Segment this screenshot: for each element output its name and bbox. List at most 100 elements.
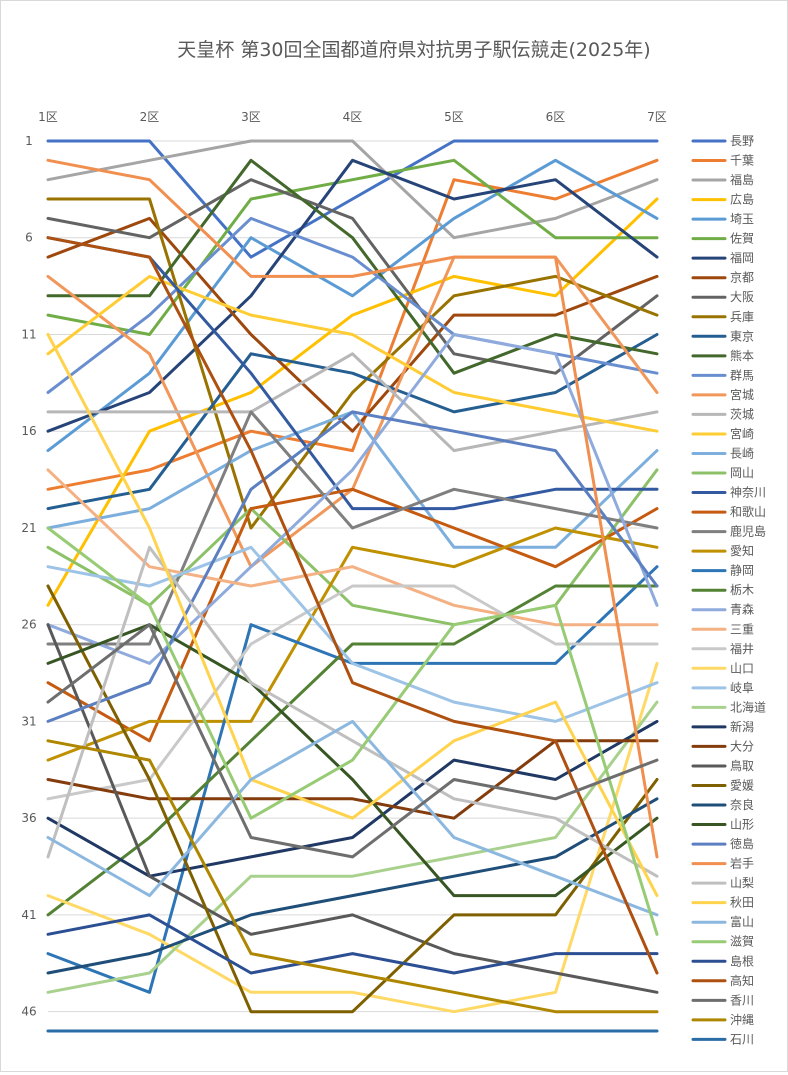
legend-item: 埼玉 (691, 212, 754, 226)
y-tick-label: 46 (21, 1005, 36, 1019)
legend-label: 秋田 (730, 896, 754, 910)
legend-label: 兵庫 (730, 310, 754, 324)
legend-label: 千葉 (730, 154, 754, 168)
legend-label: 富山 (730, 914, 754, 929)
series-line-38 (46, 158, 659, 859)
x-tick-label: 7区 (647, 110, 667, 124)
legend-label: 愛媛 (730, 778, 754, 792)
x-tick-label: 2区 (140, 110, 160, 124)
series-line-29 (46, 545, 659, 723)
legend-item: 岩手 (691, 856, 754, 871)
series-line-12 (46, 158, 659, 375)
series-line-45 (46, 623, 659, 859)
x-tick-label: 3区 (241, 110, 261, 124)
series-line-4 (46, 197, 659, 607)
legend-item: 大阪 (691, 290, 754, 304)
series-line-44 (46, 236, 659, 975)
legend-label: 滋賀 (730, 935, 754, 949)
series-line-5 (46, 158, 659, 453)
series-line-37 (46, 410, 659, 723)
legend-label: 岐阜 (730, 681, 754, 695)
legend-item: 京都 (691, 271, 754, 285)
series-line-28 (46, 661, 659, 1014)
legend-label: 長崎 (730, 446, 754, 460)
legend-item: 高知 (691, 973, 754, 988)
legend-label: 茨城 (730, 407, 754, 421)
legend-item: 鳥取 (691, 758, 754, 773)
legend-item: 滋賀 (691, 935, 754, 949)
legend-item: 長野 (691, 134, 754, 148)
legend-label: 鳥取 (730, 758, 754, 773)
legend-item: 徳島 (691, 836, 754, 851)
series-line-7 (46, 158, 659, 433)
legend-label: 和歌山 (730, 504, 766, 519)
legend-label: 奈良 (730, 797, 754, 812)
legend-label: 佐賀 (730, 232, 754, 246)
legend-item: 和歌山 (691, 504, 766, 519)
legend: 長野千葉福島広島埼玉佐賀福岡京都大阪兵庫東京熊本群馬宮城茨城宮崎長崎岡山神奈川和… (691, 134, 766, 1046)
legend-label: 神奈川 (730, 486, 766, 500)
legend-item: 岐阜 (691, 681, 754, 695)
legend-label: 大阪 (730, 290, 754, 304)
legend-item: 広島 (691, 192, 754, 207)
legend-label: 山形 (730, 818, 754, 832)
series-line-39 (46, 545, 659, 878)
legend-item: 奈良 (691, 797, 754, 812)
series-line-21 (46, 410, 659, 646)
legend-item: 山口 (691, 661, 754, 675)
legend-label: 福岡 (730, 250, 754, 265)
series-line-8 (46, 216, 659, 433)
legend-label: 栃木 (730, 583, 754, 597)
legend-item: 宮城 (691, 387, 754, 402)
y-tick-label: 16 (21, 424, 36, 438)
legend-item: 山形 (691, 818, 754, 832)
y-tick-label: 21 (21, 521, 36, 535)
legend-item: 愛媛 (691, 778, 754, 792)
series-line-1 (46, 139, 659, 259)
legend-label: 島根 (730, 953, 754, 968)
legend-item: 青森 (691, 602, 754, 617)
x-tick-label: 5区 (444, 110, 464, 124)
legend-label: 三重 (730, 622, 754, 636)
legend-label: 埼玉 (730, 212, 754, 226)
legend-label: 静岡 (730, 564, 754, 578)
series-lines (46, 139, 659, 1033)
x-tick-label: 6区 (546, 110, 566, 124)
series-line-2 (46, 158, 659, 491)
legend-label: 山口 (730, 661, 754, 675)
series-line-9 (46, 178, 659, 375)
legend-item: 愛知 (691, 544, 754, 558)
legend-label: 福島 (730, 172, 754, 187)
series-line-42 (46, 526, 659, 936)
legend-item: 長崎 (691, 446, 754, 460)
legend-item: 福井 (691, 641, 754, 656)
series-line-20 (46, 487, 659, 743)
legend-item: 富山 (691, 914, 754, 929)
series-line-46 (46, 739, 659, 1014)
series-line-30 (46, 700, 659, 994)
y-tick-label: 31 (21, 714, 36, 728)
legend-label: 鹿児島 (730, 524, 766, 539)
legend-item: 茨城 (691, 407, 754, 421)
series-line-22 (46, 526, 659, 762)
y-tick-label: 6 (25, 231, 33, 245)
y-tick-label: 26 (21, 618, 36, 632)
legend-item: 鹿児島 (691, 524, 766, 539)
legend-item: 三重 (691, 622, 754, 636)
legend-item: 香川 (691, 993, 754, 1007)
legend-label: 福井 (730, 641, 754, 656)
series-line-3 (46, 139, 659, 240)
legend-item: 静岡 (691, 564, 754, 578)
legend-item: 山梨 (691, 876, 754, 890)
legend-item: 秋田 (691, 896, 754, 910)
legend-label: 群馬 (730, 368, 754, 382)
chart-title: 天皇杯 第30回全国都道府県対抗男子駅伝競走(2025年) (177, 39, 650, 61)
legend-label: 高知 (730, 973, 754, 988)
legend-item: 群馬 (691, 368, 754, 382)
series-line-25 (46, 333, 659, 665)
legend-item: 千葉 (691, 154, 754, 168)
series-line-43 (46, 913, 659, 975)
